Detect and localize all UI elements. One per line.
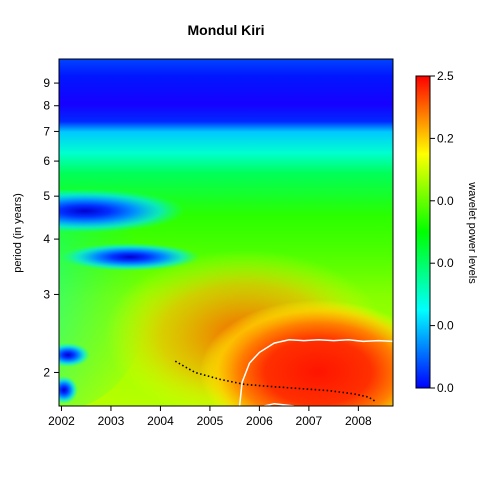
x-tick-label: 2003 (98, 414, 125, 428)
y-tick-label: 6 (43, 154, 50, 168)
y-tick-label: 8 (43, 99, 50, 113)
colorbar (415, 75, 431, 389)
x-tick-label: 2002 (48, 414, 75, 428)
heatmap-field (59, 59, 393, 406)
plot-frame (58, 58, 394, 407)
y-tick-label: 7 (43, 124, 50, 138)
y-axis: 2 3 4 5 6 7 8 9 (43, 76, 59, 379)
x-tick-label: 2007 (296, 414, 323, 428)
colorbar-tick-label: 0.0 (437, 319, 454, 333)
heatmap-hotspot (200, 300, 393, 406)
colorbar-ticks: 0.0 0.0 0.0 0.0 0.2 2.5 (430, 69, 454, 395)
colorbar-tick-label: 0.0 (437, 256, 454, 270)
x-axis: 2002 2003 2004 2005 2006 2007 2008 (48, 406, 372, 428)
heatmap-lowpower-spot (59, 189, 185, 233)
colorbar-tick-label: 0.0 (437, 194, 454, 208)
y-tick-label: 3 (43, 287, 50, 301)
colorbar-tick-label: 0.0 (437, 381, 454, 395)
x-tick-label: 2005 (197, 414, 224, 428)
heatmap-lowpower-spot (60, 243, 200, 271)
chart-title: Mondul Kiri (188, 22, 265, 38)
y-tick-label: 4 (43, 232, 50, 246)
y-tick-label: 9 (43, 76, 50, 90)
x-tick-label: 2004 (147, 414, 174, 428)
colorbar-tick-label: 0.2 (437, 131, 454, 145)
ridge-line (174, 360, 377, 403)
significance-contour-bottom (264, 402, 295, 406)
y-tick-label: 5 (43, 189, 50, 203)
y-tick-label: 2 (43, 365, 50, 379)
significance-contour (238, 339, 393, 406)
x-tick-label: 2006 (246, 414, 273, 428)
heatmap-lowpower-spot (59, 376, 78, 404)
colorbar-label: wavelet power levels (466, 181, 478, 284)
colorbar-tick-label: 2.5 (437, 69, 454, 83)
overlay-layer (174, 339, 393, 406)
heatmap-lowpower-spot (59, 343, 90, 367)
y-axis-label: period (in years) (12, 193, 24, 272)
x-tick-label: 2008 (345, 414, 372, 428)
